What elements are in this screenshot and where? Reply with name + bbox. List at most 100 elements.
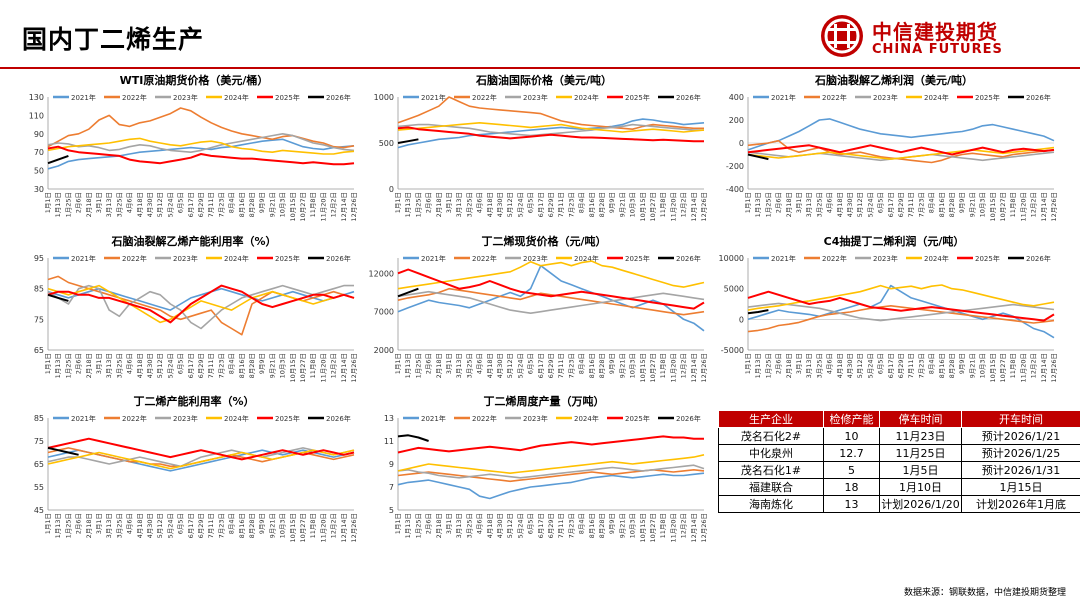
series-line-2021 xyxy=(397,472,705,500)
x-tick-label: 2月18日 xyxy=(85,192,93,217)
x-tick-label: 2月6日 xyxy=(75,513,83,534)
series-line-2025 xyxy=(397,126,704,143)
x-tick-label: 7月23日 xyxy=(567,353,575,378)
chart-title: 石脑油国际价格（美元/吨） xyxy=(475,73,612,87)
chart-ethylene-margin: 石脑油裂解乙烯利润（美元/吨） 2021年 2022年 2023年 2024年 2025年… xyxy=(710,72,1060,224)
x-tick-label: 9月9日 xyxy=(258,513,266,534)
series-line-2026 xyxy=(47,154,69,165)
cell-stop-time: 计划2026/1/20 xyxy=(879,495,962,513)
x-tick-label: 3月1日 xyxy=(95,513,103,534)
y-tick-label: 1000 xyxy=(374,93,394,102)
x-tick-label: 5月24日 xyxy=(166,513,174,538)
series-line-2021 xyxy=(47,138,355,170)
x-tick-label: 10月15日 xyxy=(989,192,997,222)
x-tick-label: 7月11日 xyxy=(557,513,565,538)
y-tick-label: 200 xyxy=(729,116,744,125)
series-line-2021 xyxy=(747,118,1055,151)
y-tick-label: -5000 xyxy=(721,346,744,355)
x-tick-label: 12月26日 xyxy=(350,353,358,383)
x-tick-label: 12月2日 xyxy=(330,353,338,378)
brand-logo-icon xyxy=(821,15,863,57)
x-tick-label: 4月18日 xyxy=(486,192,494,217)
chart-title: 丁二烯现货价格（元/吨） xyxy=(481,234,606,248)
cell-start-time: 计划2026年1月底 xyxy=(961,495,1080,513)
x-tick-label: 6月29日 xyxy=(197,192,205,217)
x-tick-label: 2月6日 xyxy=(775,353,783,374)
y-tick-label: 0 xyxy=(739,139,744,148)
legend-label: 2021年 xyxy=(421,93,446,102)
x-tick-label: 5月24日 xyxy=(516,513,524,538)
legend-label: 2025年 xyxy=(275,254,300,263)
y-tick-label: 5000 xyxy=(724,285,744,294)
x-tick-label: 1月1日 xyxy=(394,513,402,534)
chart-title: 丁二烯周度产量（万吨） xyxy=(484,394,605,408)
x-tick-label: 8月4日 xyxy=(578,353,586,374)
series-line-2024 xyxy=(747,284,1055,311)
cell-start-time: 1月15日 xyxy=(961,478,1080,496)
series-line-2024 xyxy=(47,449,355,470)
x-tick-label: 9月9日 xyxy=(608,353,616,374)
brand: 中信建投期货 CHINA FUTURES xyxy=(820,14,1010,64)
series-line-2021 xyxy=(747,284,1055,339)
x-tick-label: 3月1日 xyxy=(445,353,453,374)
header-capacity: 检修产能 xyxy=(823,410,880,428)
x-tick-label: 11月8日 xyxy=(659,353,667,378)
x-tick-label: 12月26日 xyxy=(1050,353,1058,383)
x-tick-label: 11月20日 xyxy=(319,353,327,383)
x-tick-label: 5月24日 xyxy=(866,353,874,378)
x-tick-label: 3月1日 xyxy=(95,353,103,374)
header-stop-time: 停车时间 xyxy=(879,410,962,428)
x-tick-label: 11月20日 xyxy=(669,353,677,383)
x-tick-label: 5月24日 xyxy=(166,353,174,378)
x-tick-label: 7月23日 xyxy=(917,192,925,217)
y-tick-label: 85 xyxy=(34,414,44,423)
legend-label: 2026年 xyxy=(676,414,701,423)
legend-label: 2021年 xyxy=(421,414,446,423)
x-tick-label: 8月28日 xyxy=(598,192,606,217)
x-tick-label: 11月20日 xyxy=(1019,192,1027,222)
cell-company: 茂名石化1# xyxy=(718,461,824,479)
x-tick-label: 2月18日 xyxy=(435,353,443,378)
x-tick-label: 11月8日 xyxy=(309,192,317,217)
y-tick-label: 65 xyxy=(34,460,44,469)
x-tick-label: 2月6日 xyxy=(75,353,83,374)
y-tick-label: 0 xyxy=(739,315,744,324)
x-tick-label: 12月26日 xyxy=(350,192,358,222)
x-tick-label: 12月14日 xyxy=(690,192,698,222)
x-tick-label: 7月23日 xyxy=(567,192,575,217)
x-tick-label: 6月5日 xyxy=(177,192,185,213)
x-tick-label: 7月11日 xyxy=(907,353,915,378)
x-tick-label: 1月1日 xyxy=(744,353,752,374)
y-tick-label: 11 xyxy=(384,437,394,446)
x-tick-label: 6月5日 xyxy=(177,353,185,374)
x-tick-label: 5月12日 xyxy=(156,192,164,217)
x-tick-label: 10月27日 xyxy=(999,192,1007,222)
x-tick-label: 6月5日 xyxy=(877,353,885,374)
cell-start-time: 预计2026/1/25 xyxy=(961,444,1080,462)
x-tick-label: 8月28日 xyxy=(598,353,606,378)
legend-label: 2026年 xyxy=(326,254,351,263)
x-tick-label: 2月18日 xyxy=(85,353,93,378)
legend-label: 2026年 xyxy=(1026,254,1051,263)
x-tick-label: 1月1日 xyxy=(44,192,52,213)
chart-svg: 丁二烯周度产量（万吨） 2021年 2022年 2023年 2024年 2025年 2026… xyxy=(384,394,708,543)
x-tick-label: 2月18日 xyxy=(785,353,793,378)
x-tick-label: 3月13日 xyxy=(105,192,113,217)
x-tick-label: 10月27日 xyxy=(649,192,657,222)
x-tick-label: 7月11日 xyxy=(907,192,915,217)
x-tick-label: 6月5日 xyxy=(527,353,535,374)
x-tick-label: 3月25日 xyxy=(115,353,123,378)
chart-svg: 石脑油裂解乙烯利润（美元/吨） 2021年 2022年 2023年 2024年 2025年… xyxy=(726,73,1058,222)
x-tick-label: 10月15日 xyxy=(289,353,297,383)
x-tick-label: 9月9日 xyxy=(258,353,266,374)
x-tick-label: 4月18日 xyxy=(136,513,144,538)
x-tick-label: 3月13日 xyxy=(455,353,463,378)
x-tick-label: 8月4日 xyxy=(928,192,936,213)
x-tick-label: 7月23日 xyxy=(917,353,925,378)
y-tick-label: 85 xyxy=(34,285,44,294)
x-tick-label: 8月16日 xyxy=(238,513,246,538)
x-tick-label: 1月25日 xyxy=(414,513,422,538)
chart-title: 石脑油裂解乙烯产能利用率（%） xyxy=(110,234,276,248)
legend-label: 2025年 xyxy=(975,93,1000,102)
x-tick-label: 6月17日 xyxy=(537,353,545,378)
